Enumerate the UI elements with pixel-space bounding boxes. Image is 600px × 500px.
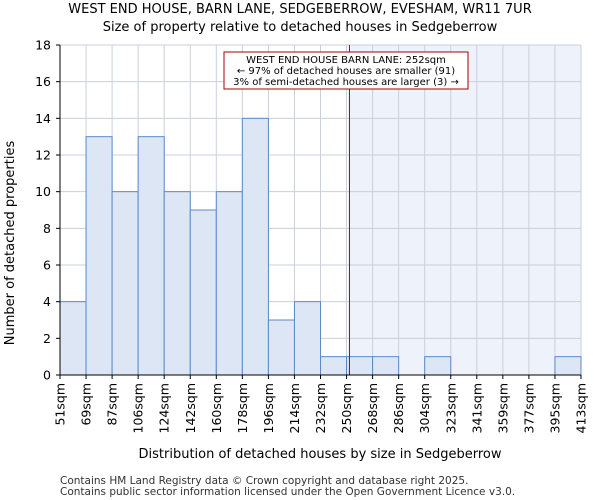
x-tick-label: 395sqm (547, 383, 562, 433)
y-tick-label: 10 (35, 184, 51, 199)
y-tick-label: 8 (43, 221, 51, 236)
x-tick-label: 250sqm (339, 383, 354, 433)
histogram-bar (189, 209, 217, 376)
y-tick-label: 12 (35, 148, 51, 163)
histogram-bar (267, 319, 295, 376)
chart-title: WEST END HOUSE, BARN LANE, SEDGEBERROW, … (68, 2, 531, 17)
x-tick-label: 142sqm (183, 383, 198, 433)
x-tick-label: 232sqm (313, 383, 328, 433)
x-tick-label: 214sqm (287, 383, 302, 433)
x-tick-label: 286sqm (391, 383, 406, 433)
x-axis-label: Distribution of detached houses by size … (139, 447, 502, 462)
histogram-bar (241, 117, 269, 376)
y-tick-label: 6 (43, 258, 51, 273)
y-tick-label: 2 (43, 331, 51, 346)
x-tick-label: 304sqm (417, 383, 432, 433)
y-tick-label: 14 (35, 111, 51, 126)
x-tick-label: 69sqm (79, 383, 94, 426)
y-tick-label: 0 (43, 368, 51, 383)
histogram-bar (85, 136, 113, 376)
annotation-box: WEST END HOUSE BARN LANE: 252sqm ← 97% o… (223, 51, 469, 90)
annotation-line-2: ← 97% of detached houses are smaller (91… (237, 66, 455, 77)
x-tick-label: 341sqm (469, 383, 484, 433)
x-tick-label: 160sqm (209, 383, 224, 433)
histogram-bar (137, 136, 165, 376)
footer-line-2: Contains public sector information licen… (60, 486, 515, 498)
y-tick-label: 4 (43, 294, 51, 309)
x-tick-label: 51sqm (53, 383, 68, 426)
histogram-bar (346, 356, 374, 376)
larger-region-shade (349, 45, 581, 375)
histogram-bar (320, 356, 348, 376)
annotation-line-1: WEST END HOUSE BARN LANE: 252sqm (246, 55, 446, 66)
chart-subtitle: Size of property relative to detached ho… (103, 20, 498, 35)
x-tick-label: 196sqm (261, 383, 276, 433)
x-tick-label: 124sqm (157, 383, 172, 433)
y-tick-label: 16 (35, 74, 51, 89)
histogram-bar (163, 191, 191, 376)
histogram-bar (554, 356, 582, 376)
footer-line-1: Contains HM Land Registry data © Crown c… (60, 475, 468, 487)
x-tick-label: 323sqm (443, 383, 458, 433)
x-tick-label: 87sqm (105, 383, 120, 426)
y-axis-label: Number of detached properties (3, 141, 18, 346)
x-tick-label: 178sqm (235, 383, 250, 433)
y-tick-label: 18 (35, 38, 51, 53)
histogram-bar (111, 191, 139, 376)
x-tick-label: 106sqm (131, 383, 146, 433)
histogram-bar (293, 301, 322, 376)
x-tick-label: 359sqm (495, 383, 510, 433)
x-tick-label: 268sqm (365, 383, 380, 433)
histogram-bar (424, 356, 452, 376)
histogram-bar (372, 356, 400, 376)
histogram-bar (215, 191, 243, 376)
x-tick-label: 377sqm (521, 383, 536, 433)
x-tick-label: 413sqm (574, 383, 589, 433)
histogram-bar (59, 301, 87, 376)
annotation-line-3: 3% of semi-detached houses are larger (3… (233, 77, 459, 88)
